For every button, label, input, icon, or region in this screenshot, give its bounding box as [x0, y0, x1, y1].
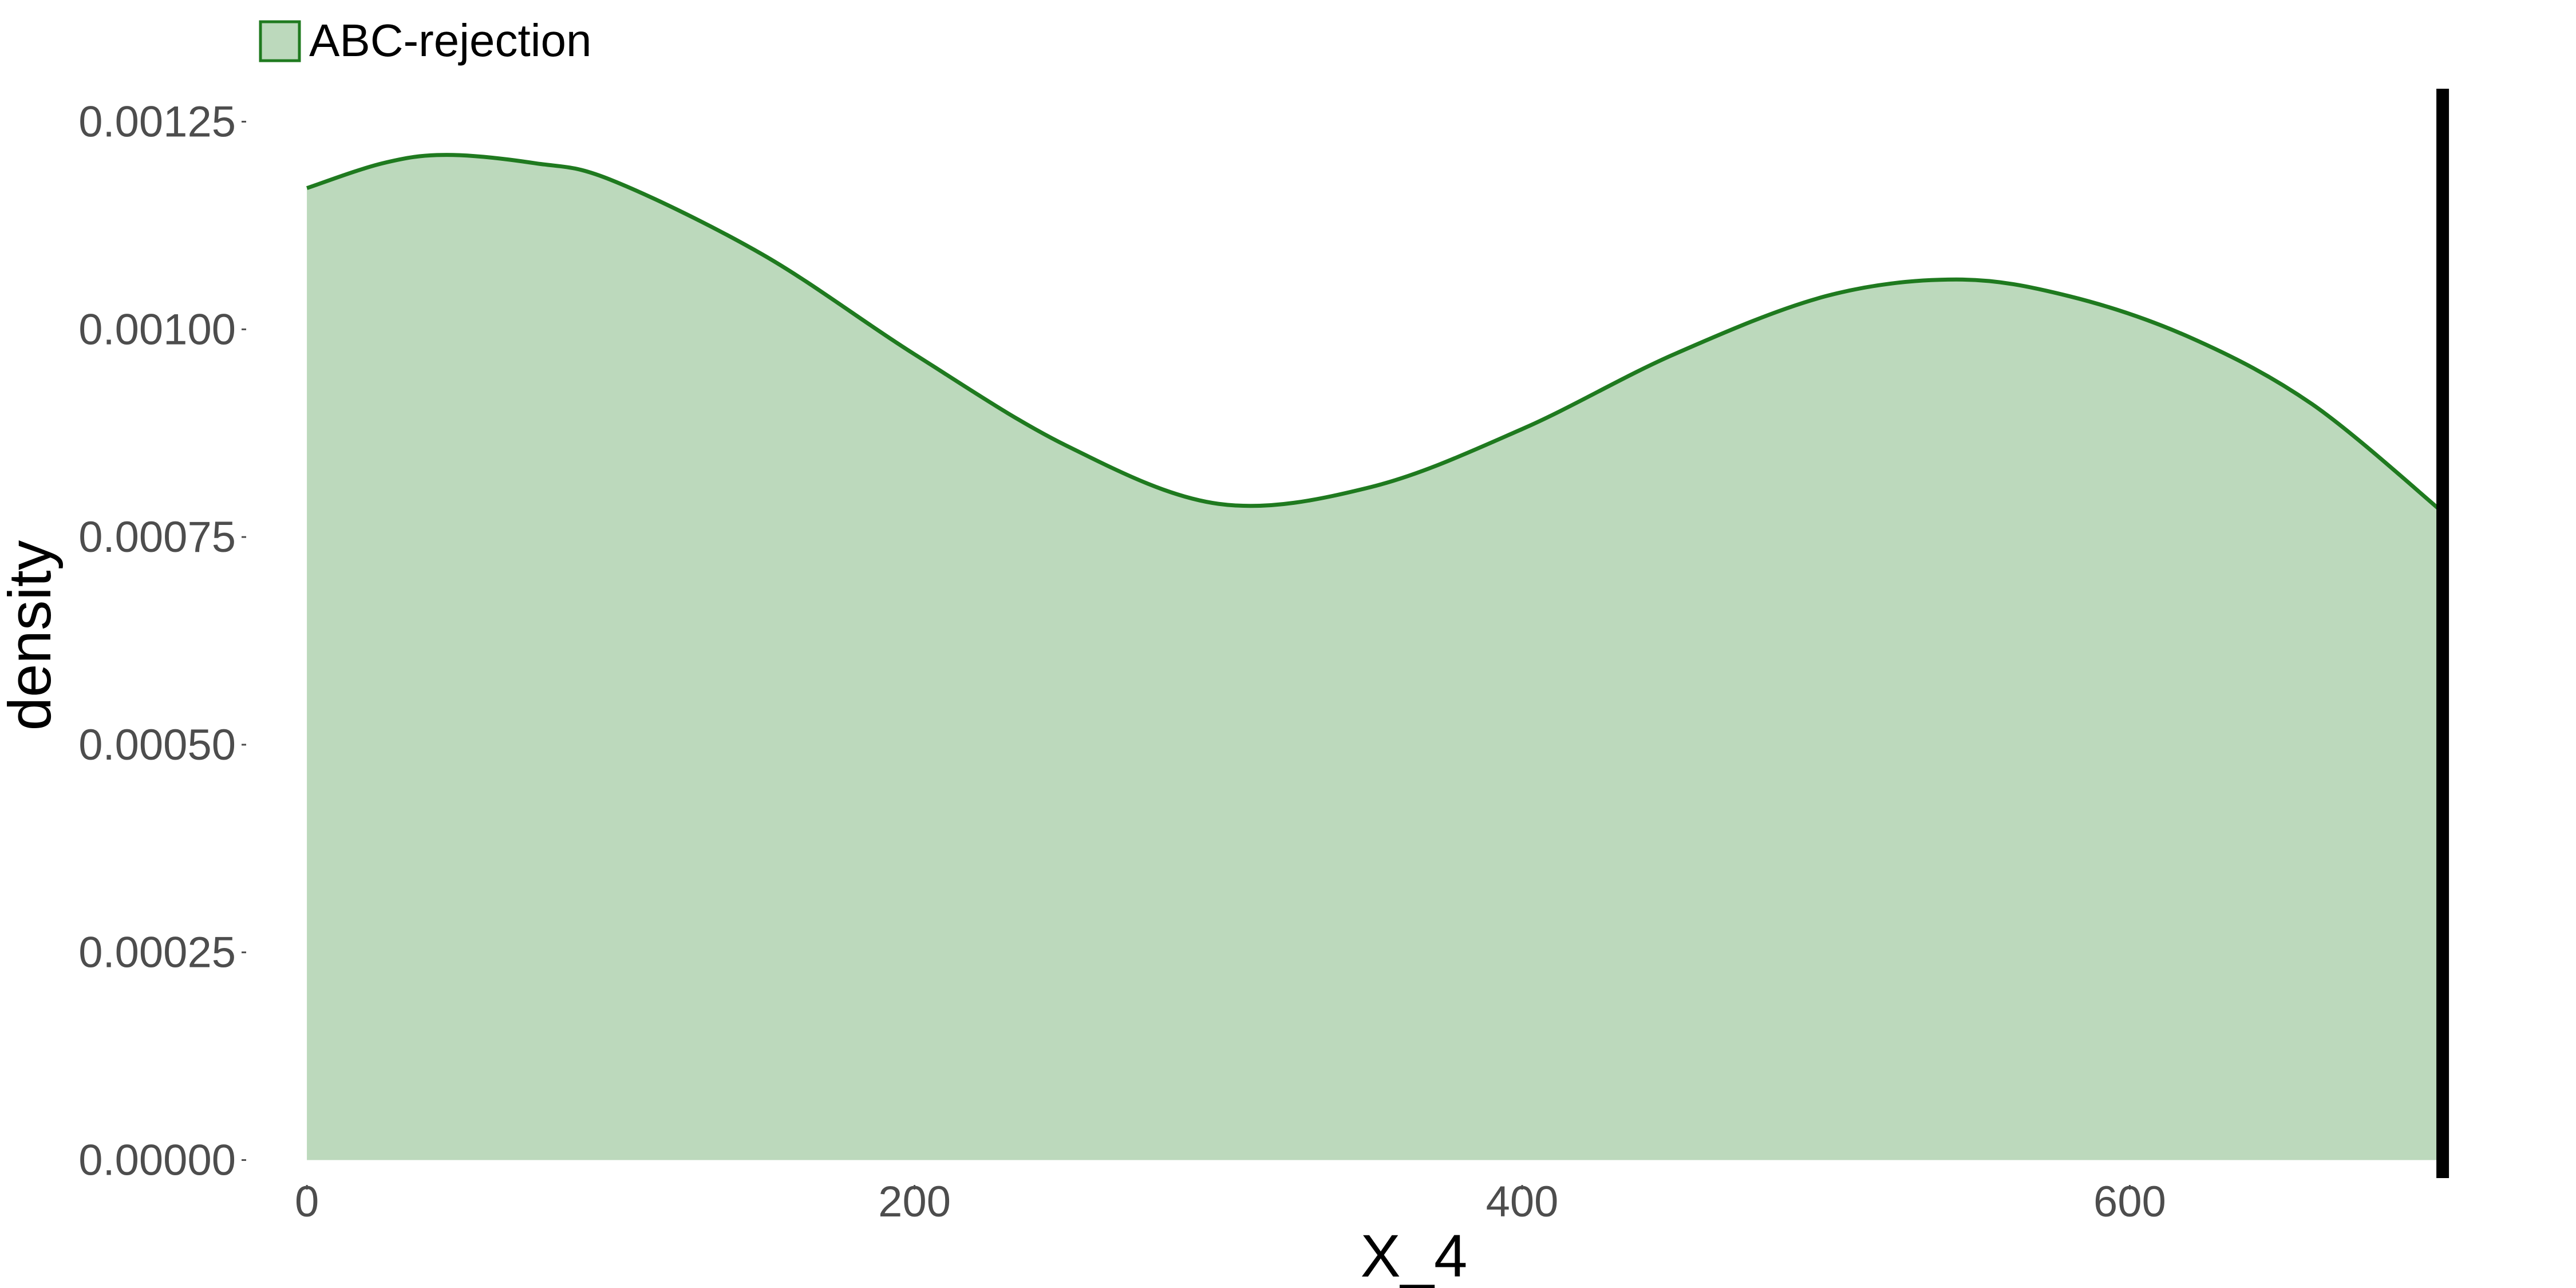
legend-label-abc-rejection: ABC-rejection: [309, 15, 592, 66]
y-axis-title: density: [0, 540, 64, 730]
x-tick-label: 400: [1486, 1178, 1559, 1226]
x-axis-title: X_4: [1361, 1223, 1468, 1288]
y-tick-label: 0.00100: [78, 305, 236, 354]
density-line-abc-rejection: [306, 153, 2444, 514]
x-axis: 0 200 400 600: [295, 1178, 2166, 1226]
plot-area: [306, 89, 2449, 1178]
y-axis: 0.00000 0.00025 0.00050 0.00075 0.00100 0.001…: [78, 98, 246, 1184]
y-tick-label: 0.00000: [78, 1136, 236, 1184]
legend: ABC-rejection: [259, 15, 592, 66]
y-tick-label: 0.00025: [78, 929, 236, 977]
x-tick-label: 600: [2093, 1178, 2166, 1226]
legend-swatch-abc-rejection: [259, 20, 301, 62]
density-area-abc-rejection: [307, 155, 2443, 1160]
y-tick-label: 0.00075: [78, 513, 236, 562]
y-tick-label: 0.00125: [78, 98, 236, 147]
x-tick-label: 0: [295, 1178, 319, 1226]
x-tick-label: 200: [878, 1178, 951, 1226]
y-tick-label: 0.00050: [78, 721, 236, 769]
